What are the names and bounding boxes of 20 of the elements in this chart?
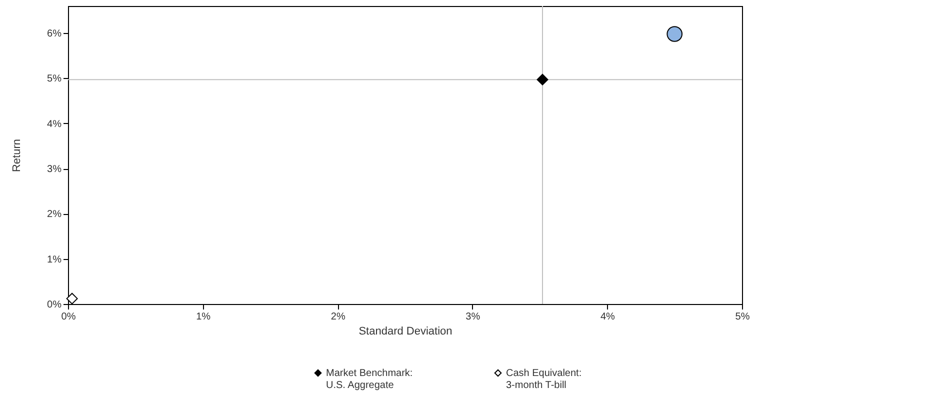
y-axis-title: Return <box>11 138 24 172</box>
x-tick-label: 2% <box>330 312 346 322</box>
y-tick-label: 0% <box>47 300 62 310</box>
y-tick-label: 2% <box>47 209 62 220</box>
point <box>666 26 683 42</box>
y-tick-label: 6% <box>47 28 62 40</box>
x-tick-label: 5% <box>735 312 750 322</box>
x-axis-title: Standard Deviation <box>358 326 452 338</box>
y-tick-label: 4% <box>47 118 62 130</box>
x-tick-label: 3% <box>466 312 480 322</box>
point <box>536 74 548 86</box>
point <box>66 292 78 304</box>
y-tick-label: 3% <box>47 164 62 176</box>
x-tick-label: 4% <box>600 312 616 322</box>
x-tick-label: 0% <box>61 312 76 322</box>
legend-label: Cash Equivalent: 3-month T-bill <box>506 368 582 391</box>
x-tick-label: 1% <box>196 312 211 322</box>
y-tick-label: 5% <box>47 74 62 85</box>
y-tick-label: 1% <box>47 254 62 266</box>
legend-label: Market Benchmark: U.S. Aggregate <box>326 368 413 391</box>
